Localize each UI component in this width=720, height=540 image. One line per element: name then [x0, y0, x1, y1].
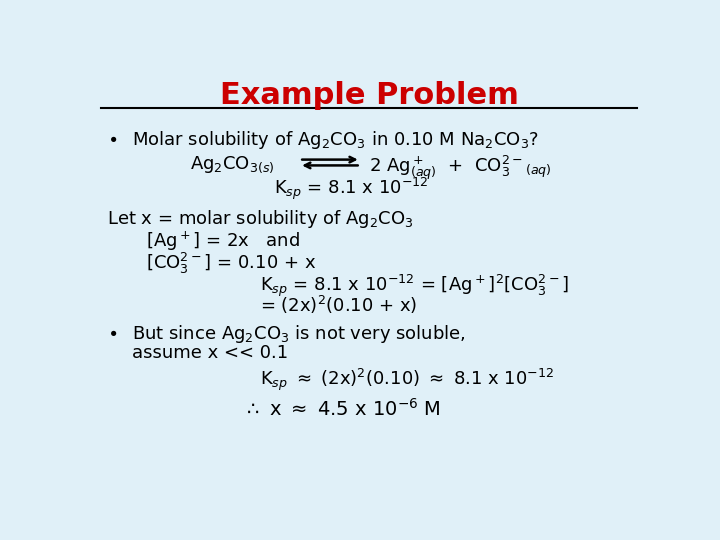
Text: K$_{sp}$ $\approx$ (2x)$^2$(0.10) $\approx$ 8.1 x 10$^{-12}$: K$_{sp}$ $\approx$ (2x)$^2$(0.10) $\appr… — [260, 366, 554, 393]
Text: Example Problem: Example Problem — [220, 82, 518, 111]
Text: K$_{sp}$ = 8.1 x 10$^{-12}$ = [Ag$^+$]$^2$[CO$_3^{2-}$]: K$_{sp}$ = 8.1 x 10$^{-12}$ = [Ag$^+$]$^… — [260, 273, 570, 299]
Text: [Ag$^+$] = 2x   and: [Ag$^+$] = 2x and — [145, 230, 300, 253]
Text: [CO$_3^{2-}$] = 0.10 + x: [CO$_3^{2-}$] = 0.10 + x — [145, 251, 316, 276]
Text: K$_{sp}$ = 8.1 x 10$^{-12}$: K$_{sp}$ = 8.1 x 10$^{-12}$ — [274, 176, 429, 202]
Text: Ag$_2$CO$_{3(s)}$: Ag$_2$CO$_{3(s)}$ — [190, 154, 275, 175]
Text: 2 Ag$^+_{(aq)}$  +  CO$_3^{2-}$$_{(aq)}$: 2 Ag$^+_{(aq)}$ + CO$_3^{2-}$$_{(aq)}$ — [369, 154, 552, 183]
Text: = (2x)$^2$(0.10 + x): = (2x)$^2$(0.10 + x) — [260, 294, 418, 315]
Text: $\bullet$: $\bullet$ — [107, 129, 117, 147]
Text: $\therefore$ x $\approx$ 4.5 x 10$^{-6}$ M: $\therefore$ x $\approx$ 4.5 x 10$^{-6}$… — [243, 397, 441, 420]
Text: Let x = molar solubility of Ag$_2$CO$_3$: Let x = molar solubility of Ag$_2$CO$_3$ — [107, 208, 413, 230]
Text: $\bullet$: $\bullet$ — [107, 323, 117, 341]
Text: But since Ag$_2$CO$_3$ is not very soluble,: But since Ag$_2$CO$_3$ is not very solub… — [132, 323, 466, 346]
Text: Molar solubility of Ag$_2$CO$_3$ in 0.10 M Na$_2$CO$_3$?: Molar solubility of Ag$_2$CO$_3$ in 0.10… — [132, 129, 539, 151]
Text: assume x << 0.1: assume x << 0.1 — [132, 344, 288, 362]
